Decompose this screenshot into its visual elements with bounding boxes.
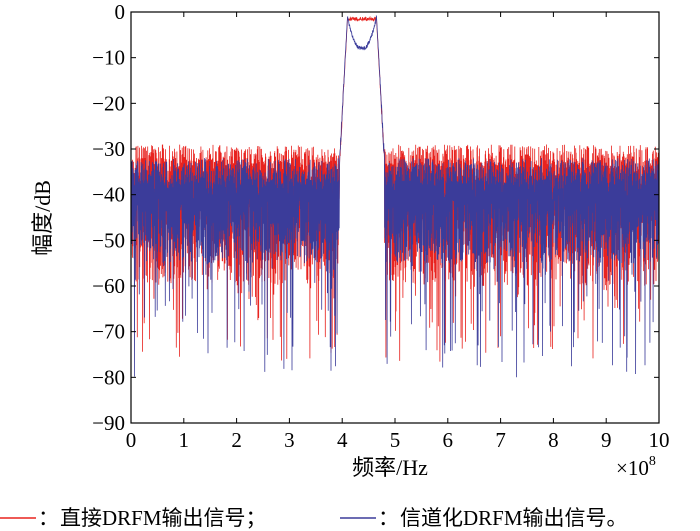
x-tick-label: 8 bbox=[548, 428, 559, 452]
x-tick-label: 7 bbox=[495, 428, 506, 452]
x-tick-label: 1 bbox=[179, 428, 190, 452]
y-tick-label: −80 bbox=[92, 365, 125, 389]
legend-sep: ： bbox=[378, 506, 399, 530]
x-tick-label: 10 bbox=[649, 428, 670, 452]
axis-ticks: 0 1 2 3 4 5 6 7 8 9 10 0 −10 −20 −30 −40 −50 −60 −70 −80 −90 bbox=[92, 0, 669, 452]
x-tick-label: 3 bbox=[284, 428, 295, 452]
legend-sep: ： bbox=[38, 506, 59, 530]
x-tick-label: 0 bbox=[126, 428, 137, 452]
x-tick-label: 5 bbox=[390, 428, 401, 452]
legend-label-channelized: 信道化DRFM输出信号。 bbox=[400, 506, 628, 530]
y-tick-label: 0 bbox=[115, 0, 126, 24]
y-tick-label: −70 bbox=[92, 320, 125, 344]
y-tick-label: −60 bbox=[92, 274, 125, 298]
x-tick-label: 2 bbox=[231, 428, 242, 452]
x-multiplier: ×108 bbox=[616, 454, 656, 480]
y-tick-label: −10 bbox=[92, 46, 125, 70]
x-axis-label: 频率/Hz bbox=[352, 455, 428, 480]
legend: ： 直接DRFM输出信号； ： 信道化DRFM输出信号。 bbox=[0, 506, 628, 530]
y-axis-label: 幅度/dB bbox=[30, 180, 55, 256]
series-layer bbox=[130, 14, 660, 378]
y-tick-label: −20 bbox=[92, 91, 125, 115]
legend-label-direct: 直接DRFM输出信号； bbox=[60, 506, 267, 530]
series-line-channelized-drfm bbox=[130, 14, 660, 378]
x-tick-label: 6 bbox=[443, 428, 454, 452]
y-tick-label: −40 bbox=[92, 183, 125, 207]
x-tick-label: 9 bbox=[601, 428, 612, 452]
y-tick-label: −50 bbox=[92, 228, 125, 252]
y-tick-label: −90 bbox=[92, 411, 125, 435]
x-tick-label: 4 bbox=[337, 428, 348, 452]
y-tick-label: −30 bbox=[92, 137, 125, 161]
